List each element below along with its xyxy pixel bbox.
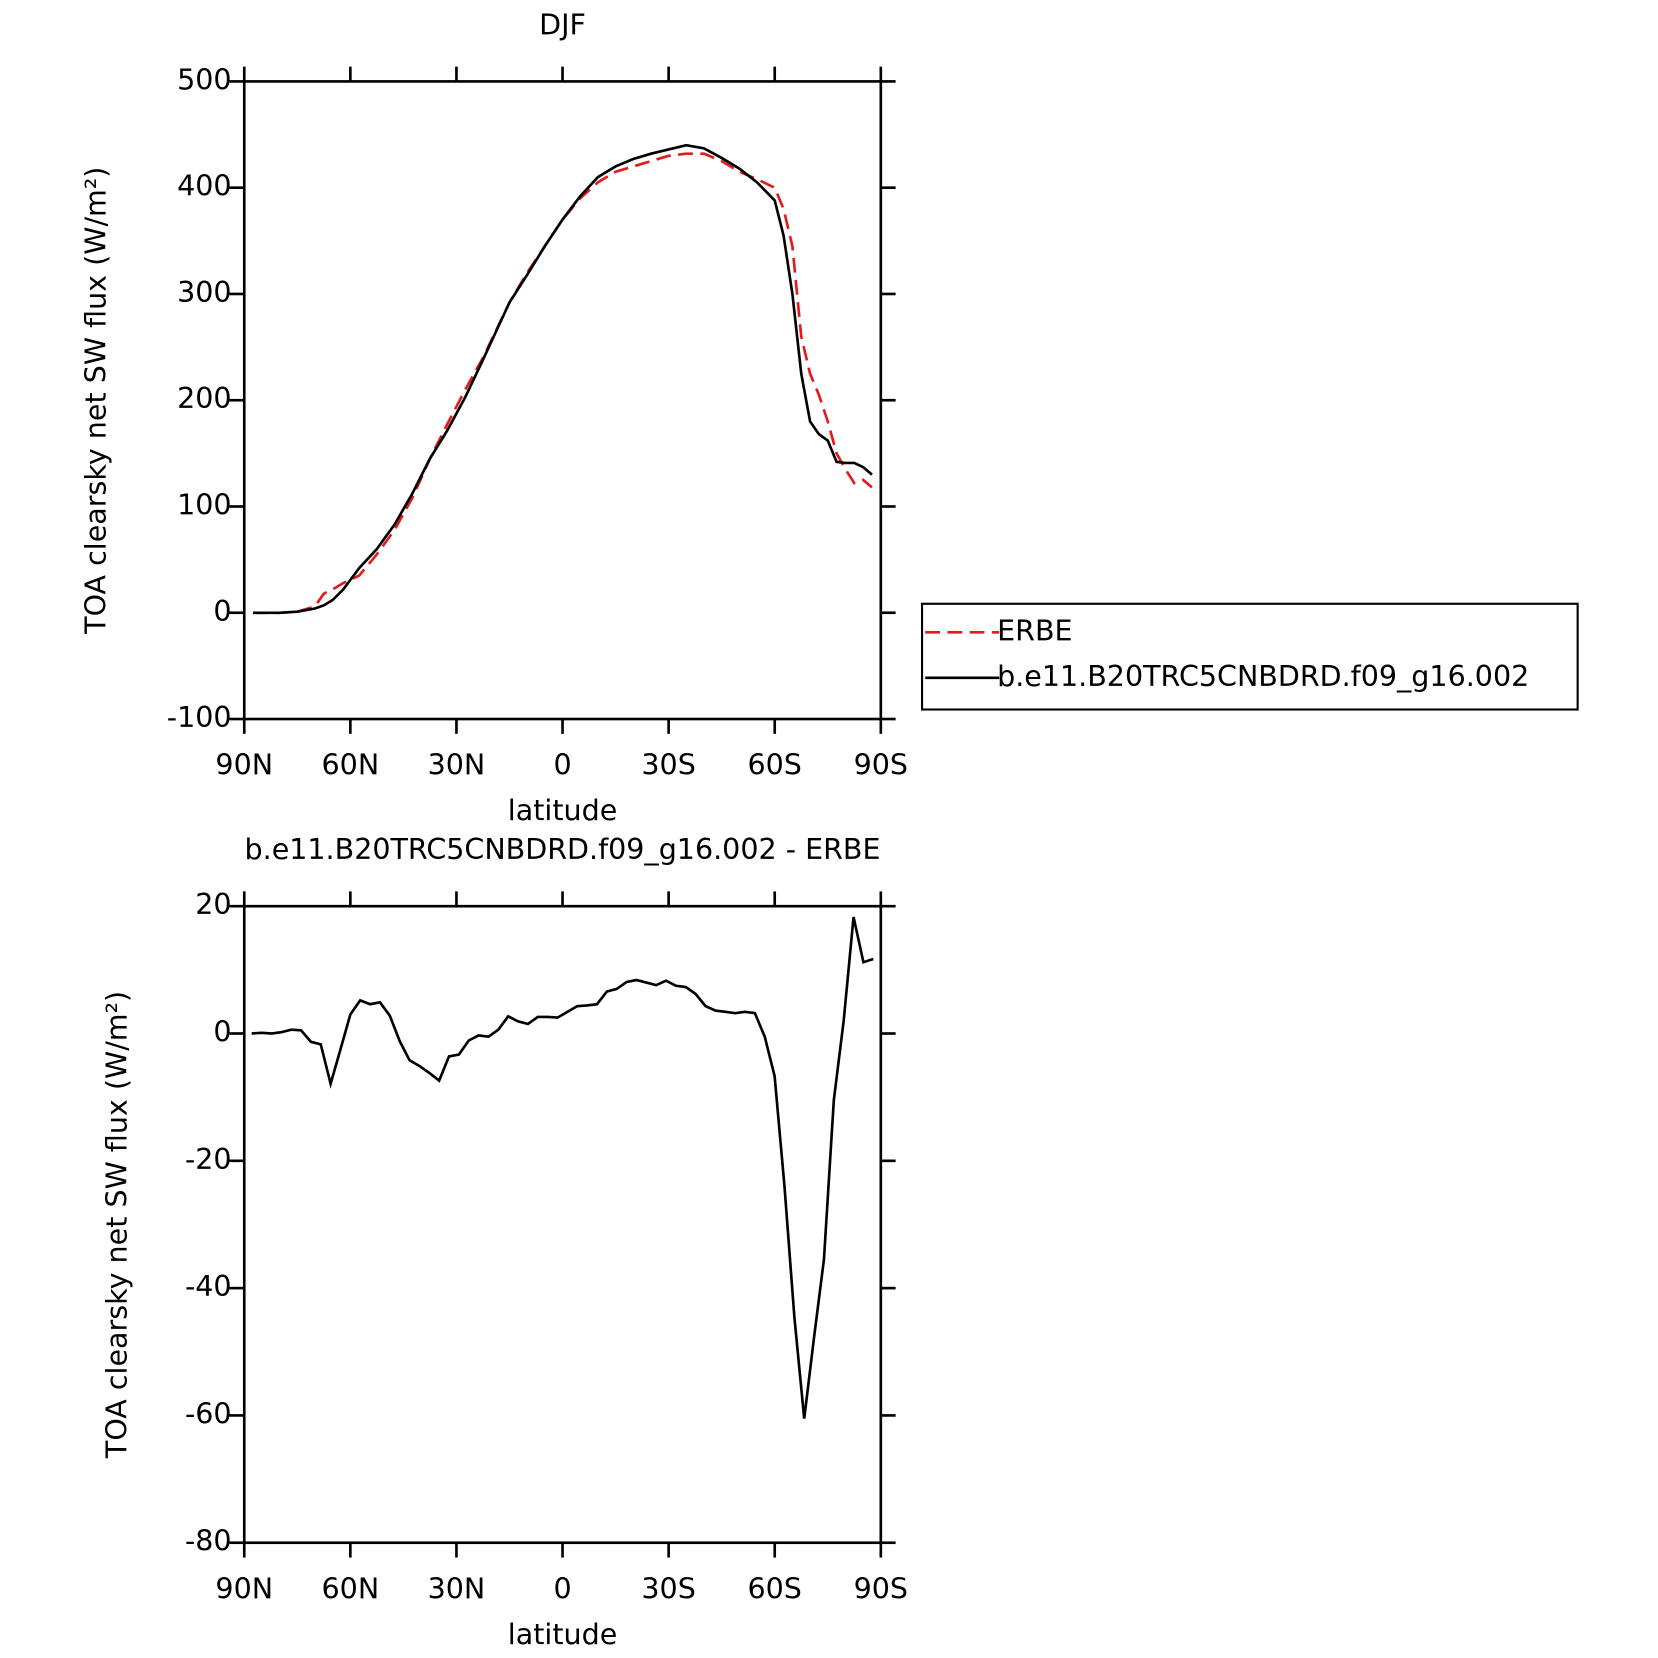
x-tick-label: 30S (641, 1572, 695, 1605)
chart-title: b.e11.B20TRC5CNBDRD.f09_g16.002 - ERBE (245, 833, 881, 866)
y-tick-label: 200 (177, 382, 231, 415)
y-tick-label: 20 (195, 888, 231, 921)
y-tick-label: 100 (177, 488, 231, 521)
x-tick-label: 90S (854, 1572, 908, 1605)
y-tick-label: -20 (185, 1143, 232, 1176)
x-tick-label: 90N (215, 749, 273, 782)
data-line (253, 152, 873, 615)
y-axis-label: TOA clearsky net SW flux (W/m²) (79, 167, 112, 635)
x-tick-label: 30N (428, 749, 486, 782)
y-tick-label: -60 (185, 1397, 232, 1430)
y-tick-label: 0 (213, 595, 231, 628)
x-tick-label: 0 (553, 1572, 571, 1605)
x-tick-label: 60S (748, 749, 802, 782)
legend-box (920, 602, 1579, 711)
chart-title: DJF (539, 8, 586, 41)
y-axis-label: TOA clearsky net SW flux (W/m²) (100, 991, 133, 1459)
plot-frame (242, 80, 883, 721)
data-line (253, 143, 873, 615)
y-tick-label: -100 (167, 701, 232, 734)
x-tick-label: 30N (428, 1572, 486, 1605)
data-line (251, 916, 874, 1419)
legend-label: ERBE (997, 614, 1072, 647)
y-tick-label: 400 (177, 170, 231, 203)
x-axis-label: latitude (508, 794, 617, 827)
x-tick-label: 90N (215, 1572, 273, 1605)
y-tick-label: 300 (177, 276, 231, 309)
plot-frame (242, 904, 883, 1545)
x-axis-label: latitude (508, 1618, 617, 1651)
x-tick-label: 30S (641, 749, 695, 782)
legend-label: b.e11.B20TRC5CNBDRD.f09_g16.002 (997, 660, 1529, 693)
y-tick-label: 500 (177, 63, 231, 96)
y-tick-label: -40 (185, 1270, 232, 1303)
y-tick-label: 0 (213, 1016, 231, 1049)
y-tick-label: -80 (185, 1525, 232, 1558)
x-tick-label: 60N (322, 749, 380, 782)
x-tick-label: 0 (553, 749, 571, 782)
x-tick-label: 90S (854, 749, 908, 782)
x-tick-label: 60N (322, 1572, 380, 1605)
x-tick-label: 60S (748, 1572, 802, 1605)
